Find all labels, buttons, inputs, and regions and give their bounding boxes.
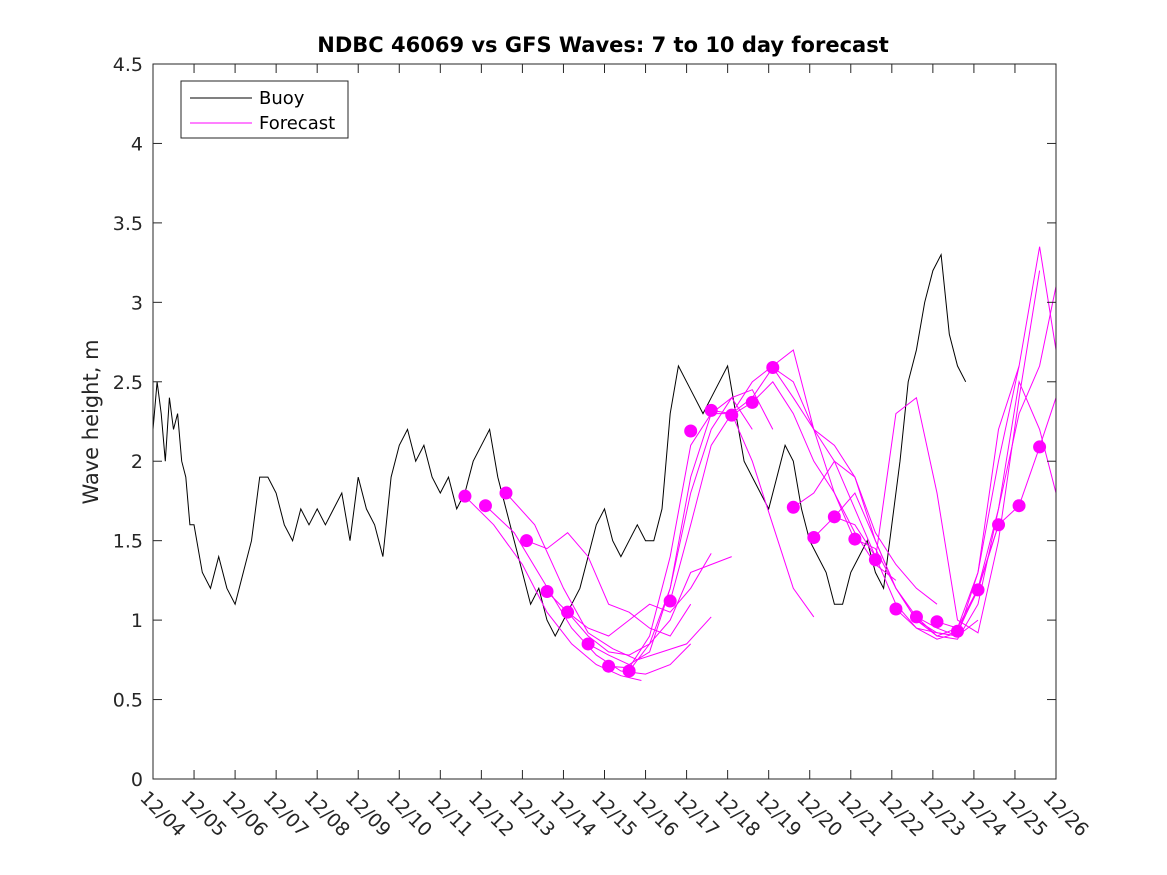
y-tick-label: 3	[131, 292, 143, 314]
x-tick-label: 12/09	[341, 787, 395, 841]
forecast-line	[895, 246, 1057, 637]
forecast-line	[731, 381, 897, 581]
forecast-line	[505, 492, 712, 661]
forecast-point	[766, 360, 780, 374]
forecast-line	[669, 349, 856, 602]
x-tick-label: 12/07	[259, 787, 313, 841]
y-tick-label: 4	[131, 133, 143, 155]
forecast-point	[602, 659, 616, 673]
x-tick-label: 12/04	[135, 787, 189, 841]
forecast-line	[526, 532, 692, 637]
x-tick-label: 12/16	[628, 787, 682, 841]
forecast-point	[1012, 499, 1026, 513]
x-tick-label: 12/26	[1038, 787, 1092, 841]
plot-frame	[152, 63, 1057, 780]
x-tick-label: 12/24	[956, 787, 1010, 841]
y-tick-label: 2.5	[113, 372, 143, 394]
forecast-line	[628, 413, 815, 672]
x-tick-label: 12/12	[464, 787, 518, 841]
legend-forecast-label: Forecast	[259, 113, 335, 134]
y-tick-label: 4.5	[113, 54, 143, 76]
y-tick-label: 1.5	[113, 531, 143, 553]
buoy-line	[152, 252, 967, 638]
forecast-point	[971, 583, 985, 597]
forecast-point	[581, 637, 595, 651]
forecast-point	[1033, 440, 1047, 454]
x-tick-label: 12/18	[710, 787, 764, 841]
legend-buoy-label: Buoy	[259, 88, 305, 109]
x-tick-label: 12/06	[218, 787, 272, 841]
forecast-line	[957, 397, 1057, 632]
forecast-line	[874, 270, 1041, 634]
forecast-point	[520, 534, 534, 548]
forecast-point	[827, 510, 841, 524]
forecast-point	[499, 486, 513, 500]
forecast-point	[725, 408, 739, 422]
y-tick-label: 3.5	[113, 213, 143, 235]
forecast-line	[587, 396, 753, 666]
forecast-point	[745, 395, 759, 409]
forecast-point	[930, 615, 944, 629]
y-tick-label: 0	[131, 769, 143, 791]
forecast-point	[704, 403, 718, 417]
y-tick-label: 2	[131, 451, 143, 473]
x-tick-label: 12/05	[177, 787, 231, 841]
forecast-point	[684, 424, 698, 438]
forecast-point	[458, 489, 472, 503]
forecast-point	[909, 610, 923, 624]
forecast-line	[854, 365, 1020, 637]
x-tick-label: 12/21	[833, 787, 887, 841]
x-tick-label: 12/15	[587, 787, 641, 841]
x-tick-label: 12/17	[669, 787, 723, 841]
x-tick-label: 12/11	[423, 787, 477, 841]
forecast-point	[540, 585, 554, 599]
legend: Buoy Forecast	[180, 80, 349, 139]
forecast-point	[663, 594, 677, 608]
forecast-line	[936, 380, 1057, 629]
x-tick-label: 12/22	[874, 787, 928, 841]
y-axis-label: Wave height, m	[79, 339, 103, 504]
forecast-point	[950, 624, 964, 638]
x-tick-label: 12/25	[997, 787, 1051, 841]
y-tick-label: 1	[131, 610, 143, 632]
forecast-point	[992, 518, 1006, 532]
forecast-point	[848, 532, 862, 546]
chart-title: NDBC 46069 vs GFS Waves: 7 to 10 day for…	[317, 33, 888, 57]
forecast-point	[622, 664, 636, 678]
forecast-point	[889, 602, 903, 616]
forecast-point	[807, 530, 821, 544]
x-tick-label: 12/23	[915, 787, 969, 841]
forecast-line	[464, 495, 642, 681]
x-tick-label: 12/19	[751, 787, 805, 841]
forecast-point	[478, 499, 492, 513]
forecast-line	[711, 366, 876, 557]
legend-box	[180, 80, 349, 139]
x-tick-label: 12/08	[300, 787, 354, 841]
forecast-point	[868, 553, 882, 567]
forecast-line	[485, 505, 692, 675]
x-tick-label: 12/14	[546, 787, 600, 841]
forecast-point	[786, 500, 800, 514]
x-tick-label: 12/20	[792, 787, 846, 841]
x-tick-label: 12/10	[382, 787, 436, 841]
forecast-line	[546, 553, 712, 637]
x-tick-label: 12/13	[505, 787, 559, 841]
forecast-point	[561, 605, 575, 619]
forecast-line	[916, 286, 1057, 640]
y-tick-label: 0.5	[113, 690, 143, 712]
